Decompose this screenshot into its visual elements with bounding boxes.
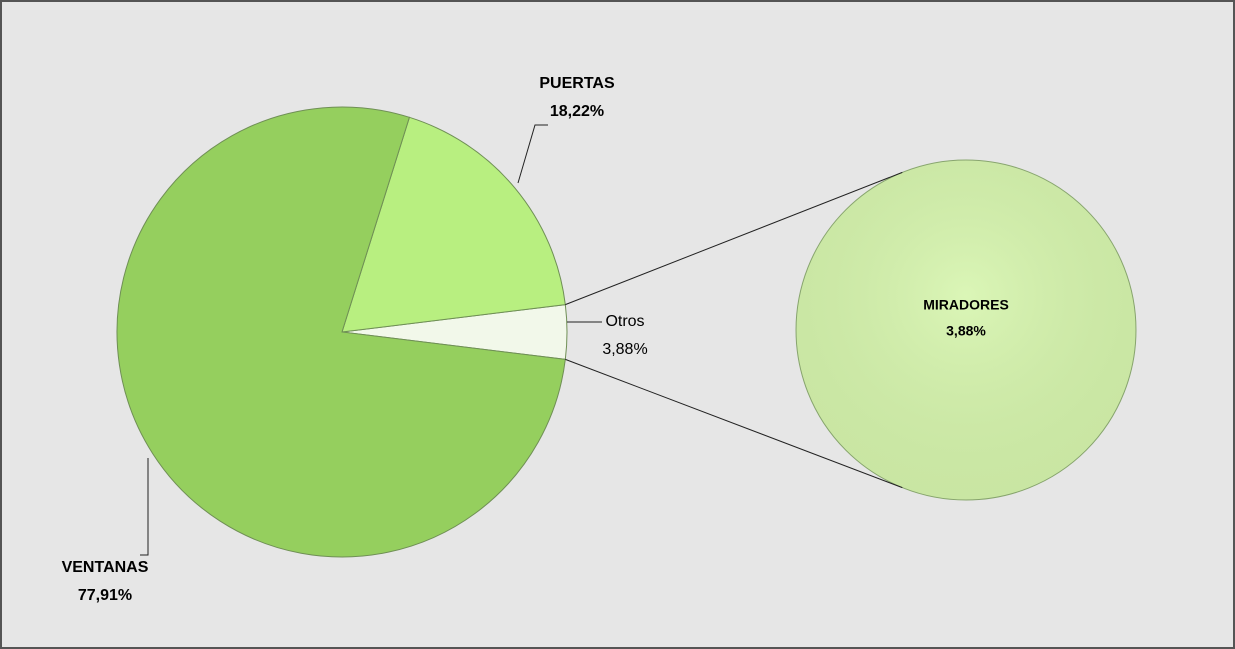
data-label-value: 18,22% — [550, 103, 604, 120]
data-label-name: VENTANAS — [62, 559, 149, 576]
connector-line — [565, 358, 903, 489]
leader-line — [517, 124, 548, 184]
data-label-name: MIRADORES — [923, 297, 1009, 313]
secondary-shade — [796, 160, 1136, 500]
pie-slice — [341, 116, 566, 333]
leader-line — [140, 458, 149, 556]
data-label-value: 77,91% — [78, 587, 132, 604]
connector-line — [565, 171, 903, 306]
data-label-name: Otros — [605, 313, 644, 330]
data-label-value: 3,88% — [602, 341, 647, 358]
data-label-value: 3,88% — [946, 323, 986, 339]
pie-slice — [116, 106, 566, 558]
data-label-name: PUERTAS — [539, 75, 615, 92]
